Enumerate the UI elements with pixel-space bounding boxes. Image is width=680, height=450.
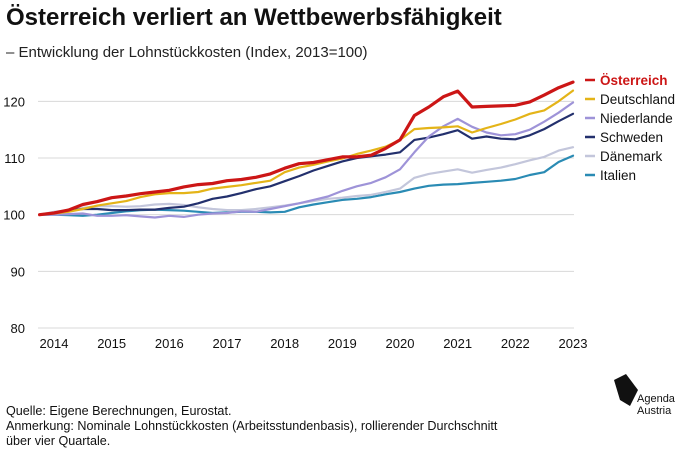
legend-label: Schweden <box>600 130 663 145</box>
x-tick-label: 2018 <box>270 336 299 351</box>
series-line <box>38 89 575 216</box>
series-lines <box>37 80 575 219</box>
source-note: Quelle: Eigene Berechnungen, Eurostat. <box>6 404 232 418</box>
legend: Österreich Deutschland Niederlande Schweden… <box>585 73 675 183</box>
series-line <box>38 101 575 219</box>
annotation-note-line2: über vier Quartale. <box>6 434 111 448</box>
legend-label: Österreich <box>600 73 668 88</box>
logo-text: Agenda Austria <box>637 393 675 417</box>
gridlines <box>38 100 574 329</box>
x-tick-label: 2019 <box>328 336 357 351</box>
x-tick-label: 2022 <box>501 336 530 351</box>
chart-title: Österreich verliert an Wettbewerbsfähigk… <box>6 4 502 31</box>
legend-label: Deutschland <box>600 92 675 107</box>
x-tick-label: 2016 <box>155 336 184 351</box>
y-tick-label: 80 <box>11 321 25 336</box>
logo-text-line2: Austria <box>637 405 672 417</box>
x-tick-label: 2017 <box>213 336 242 351</box>
agenda-austria-logo-icon <box>614 374 638 406</box>
y-tick-label: 100 <box>3 208 25 223</box>
x-tick-label: 2021 <box>443 336 472 351</box>
y-axis-ticks: 80 90 100 110 120 <box>3 94 25 336</box>
legend-label: Niederlande <box>600 111 673 126</box>
x-tick-label: 2015 <box>97 336 126 351</box>
footer-notes: Quelle: Eigene Berechnungen, Eurostat. A… <box>6 404 586 449</box>
y-tick-label: 110 <box>4 151 25 166</box>
legend-label: Italien <box>600 168 636 183</box>
y-tick-label: 90 <box>11 264 25 279</box>
logo-text-line1: Agenda <box>637 393 675 405</box>
chart-subtitle: – Entwicklung der Lohnstückkosten (Index… <box>6 44 368 61</box>
x-tick-label: 2023 <box>559 336 588 351</box>
x-axis-ticks: 2014 2015 2016 2017 2018 2019 2020 2021 2022 2023 <box>40 336 588 351</box>
x-tick-label: 2014 <box>40 336 69 351</box>
series-line <box>38 112 575 216</box>
y-tick-label: 120 <box>3 94 25 109</box>
legend-label: Dänemark <box>600 149 663 164</box>
annotation-note-line1: Anmerkung: Nominale Lohnstückkosten (Arb… <box>6 419 498 433</box>
x-tick-label: 2020 <box>386 336 415 351</box>
series-line <box>37 80 575 217</box>
